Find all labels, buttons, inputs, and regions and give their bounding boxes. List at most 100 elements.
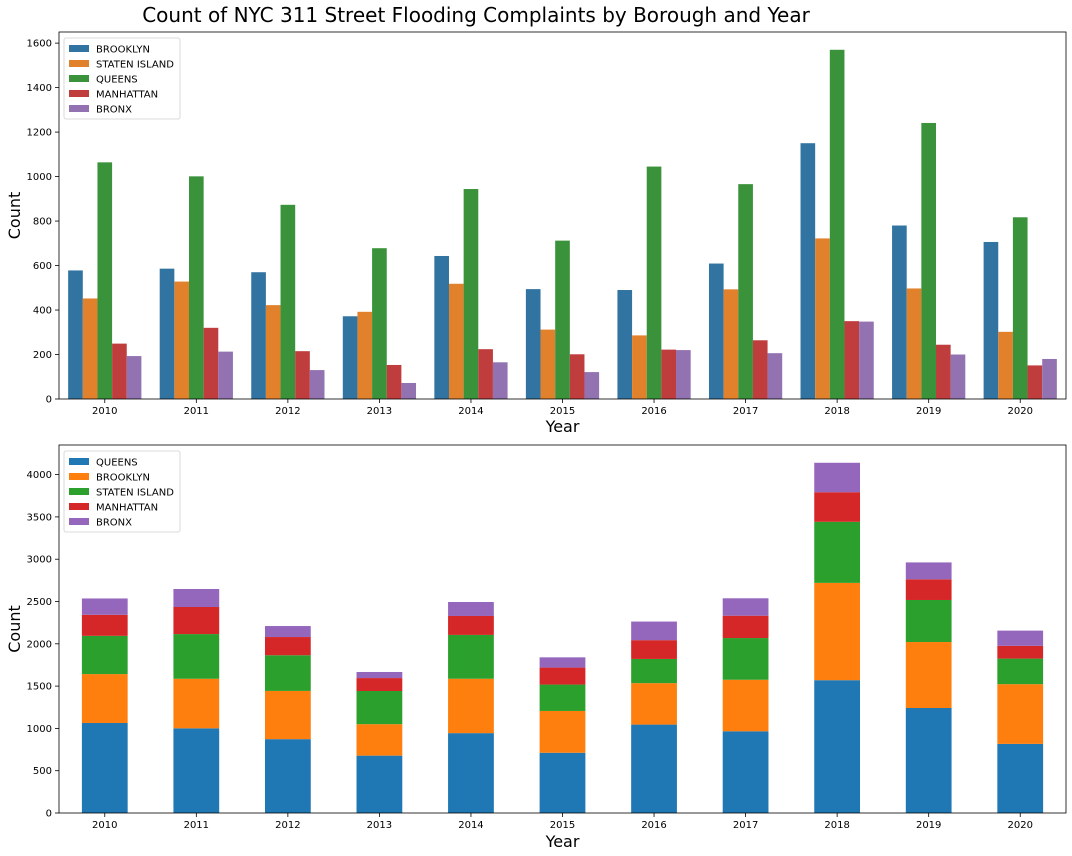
stacked-bar-queens-2017 xyxy=(722,731,769,813)
legend-label-manhattan: MANHATTAN xyxy=(96,90,158,101)
bar-manhattan-2020 xyxy=(1027,365,1043,399)
x-tick-label: 2019 xyxy=(916,820,941,831)
y-tick-label: 400 xyxy=(33,306,52,317)
stacked-bar-staten-island-2013 xyxy=(356,691,403,725)
y-tick-label: 1600 xyxy=(27,39,52,50)
bar-manhattan-2010 xyxy=(112,343,127,399)
bar-brooklyn-2011 xyxy=(159,268,175,399)
bar-staten-island-2015 xyxy=(540,329,556,399)
stacked-bar-queens-2016 xyxy=(631,724,677,813)
stacked-bar-queens-2018 xyxy=(814,680,861,813)
stacked-bar-brooklyn-2015 xyxy=(539,710,586,753)
bar-brooklyn-2017 xyxy=(708,263,724,399)
stacked-bar-bronx-2016 xyxy=(631,621,677,641)
stacked-bar-staten-island-2011 xyxy=(173,634,220,679)
legend-swatch-brooklyn xyxy=(69,473,89,480)
bar-staten-island-2019 xyxy=(906,288,922,399)
stacked-bar-manhattan-2018 xyxy=(814,492,861,522)
stacked-bar-staten-island-2016 xyxy=(631,658,677,684)
stacked-bar-staten-island-2017 xyxy=(722,638,769,680)
chart-title: Count of NYC 311 Street Flooding Complai… xyxy=(142,3,810,27)
stacked-bar-brooklyn-2019 xyxy=(905,642,952,709)
bar-staten-island-2018 xyxy=(815,238,830,399)
bar-brooklyn-2014 xyxy=(434,255,449,399)
x-tick-label: 2016 xyxy=(641,406,666,417)
stacked-bar-bronx-2013 xyxy=(356,671,403,679)
x-tick-label: 2019 xyxy=(916,406,941,417)
legend-box xyxy=(63,450,181,533)
legend-swatch-staten-island xyxy=(69,60,89,67)
y-tick-label: 200 xyxy=(33,350,52,361)
bar-queens-2019 xyxy=(921,122,937,399)
y-tick-label: 2500 xyxy=(27,597,52,608)
stacked-bar-staten-island-2015 xyxy=(539,684,586,711)
stacked-bar-manhattan-2013 xyxy=(356,678,403,692)
legend-label-manhattan: MANHATTAN xyxy=(96,503,158,514)
stacked-bar-brooklyn-2020 xyxy=(997,684,1044,744)
stacked-bar-manhattan-2010 xyxy=(81,614,128,636)
bar-staten-island-2012 xyxy=(265,305,281,399)
bar-bronx-2018 xyxy=(859,321,874,399)
legend-swatch-queens xyxy=(69,75,89,82)
x-tick-label: 2020 xyxy=(1008,406,1033,417)
legend-swatch-bronx xyxy=(69,105,89,112)
x-tick-label: 2018 xyxy=(824,820,849,831)
bar-staten-island-2017 xyxy=(723,289,739,399)
stacked-bar-staten-island-2018 xyxy=(814,521,861,583)
bar-queens-2014 xyxy=(463,189,479,399)
y-tick-label: 800 xyxy=(33,217,52,228)
stacked-bar-brooklyn-2013 xyxy=(356,724,403,756)
stacked-bar-staten-island-2020 xyxy=(997,658,1044,685)
stacked-bar-brooklyn-2010 xyxy=(81,674,128,723)
x-axis-label: Year xyxy=(545,417,580,436)
legend-swatch-brooklyn xyxy=(69,45,89,52)
bar-bronx-2016 xyxy=(676,350,691,399)
stacked-bar-manhattan-2017 xyxy=(722,615,769,639)
x-tick-label: 2016 xyxy=(641,820,666,831)
y-tick-label: 600 xyxy=(33,261,52,272)
bar-brooklyn-2013 xyxy=(342,316,358,399)
bar-queens-2010 xyxy=(97,162,113,399)
stacked-bar-manhattan-2020 xyxy=(997,645,1044,659)
bar-staten-island-2020 xyxy=(998,331,1013,399)
y-tick-label: 2000 xyxy=(27,639,52,650)
x-tick-label: 2014 xyxy=(458,406,483,417)
stacked-bar-queens-2015 xyxy=(539,752,586,813)
stacked-bar-manhattan-2019 xyxy=(905,579,952,600)
bar-manhattan-2017 xyxy=(752,340,768,399)
bar-queens-2016 xyxy=(646,166,662,399)
y-tick-label: 1000 xyxy=(27,724,52,735)
stacked-bar-brooklyn-2016 xyxy=(631,683,677,725)
bar-manhattan-2016 xyxy=(661,349,677,399)
x-tick-label: 2018 xyxy=(824,406,849,417)
legend-label-brooklyn: BROOKLYN xyxy=(96,45,150,56)
bar-bronx-2013 xyxy=(401,382,417,399)
x-tick-label: 2011 xyxy=(184,820,209,831)
y-tick-label: 1000 xyxy=(27,172,52,183)
legend-label-queens: QUEENS xyxy=(96,75,138,86)
y-tick-label: 3500 xyxy=(27,512,52,523)
bar-queens-2018 xyxy=(829,49,845,399)
bar-bronx-2011 xyxy=(218,351,233,399)
legend-label-staten-island: STATEN ISLAND xyxy=(96,60,174,71)
legend-label-bronx: BRONX xyxy=(96,105,132,116)
legend-label-queens: QUEENS xyxy=(96,458,138,469)
bar-bronx-2019 xyxy=(950,354,966,399)
y-axis-label: Count xyxy=(5,192,24,240)
stacked-bar-brooklyn-2012 xyxy=(264,690,311,740)
stacked-bar-staten-island-2014 xyxy=(448,634,494,679)
y-tick-label: 0 xyxy=(46,395,52,406)
x-tick-label: 2012 xyxy=(275,406,300,417)
y-tick-label: 3000 xyxy=(27,555,52,566)
bar-manhattan-2011 xyxy=(203,327,219,399)
stacked-bar-brooklyn-2011 xyxy=(173,678,220,729)
bar-staten-island-2016 xyxy=(632,335,647,399)
legend-swatch-queens xyxy=(69,458,89,465)
stacked-bar-manhattan-2014 xyxy=(448,615,494,635)
stacked-bar-bronx-2012 xyxy=(264,626,311,638)
stacked-bar-queens-2014 xyxy=(448,733,494,813)
bar-manhattan-2015 xyxy=(569,354,585,399)
bar-queens-2011 xyxy=(188,176,204,399)
y-tick-label: 1400 xyxy=(27,83,52,94)
